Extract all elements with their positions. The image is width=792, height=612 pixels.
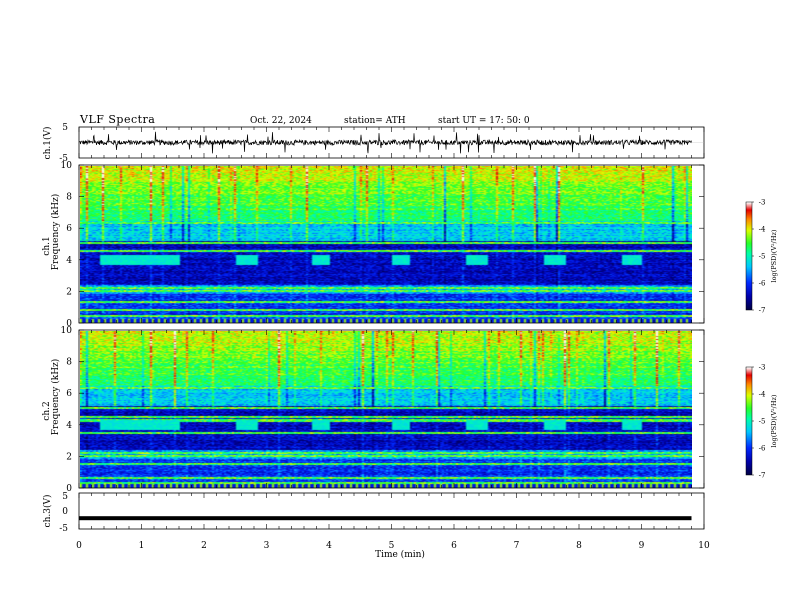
colorbar-tick-label: -4 [759, 226, 766, 234]
frequency-tick-label: 0 [66, 319, 72, 329]
ch3-ytick-top: 5 [62, 492, 68, 502]
ch2-colorbar-label: log(PSD)(V²/Hz) [770, 394, 778, 447]
colorbar-tick-label: -3 [759, 364, 766, 372]
ch1-colorbar-ticks: -3 -4 -5 -6 -7 [752, 199, 766, 315]
ch2-spectrogram-raster [80, 331, 692, 488]
x-tick-label: 6 [451, 541, 457, 551]
ch3-ytick-mid: 0 [62, 507, 68, 517]
frequency-tick-label: 8 [66, 358, 72, 368]
colorbar-tick-label: -5 [759, 418, 766, 426]
colorbar-tick-label: -3 [759, 199, 766, 207]
ch1-colorbar-label: log(PSD)(V²/Hz) [770, 229, 778, 282]
frequency-tick-label: 2 [66, 452, 72, 462]
x-tick-label: 4 [326, 541, 332, 551]
frequency-tick-label: 0 [66, 484, 72, 494]
colorbar-gradient [746, 367, 752, 475]
ch3-waveform-series [79, 516, 692, 521]
ch3-waveform-ylabel: ch.3(V) [42, 495, 53, 528]
frequency-tick-label: 2 [66, 287, 72, 297]
x-axis-ticks [78, 127, 705, 529]
ch1-spectrogram-ylabel: Frequency (kHz) [50, 194, 61, 271]
ch1-spectrogram-channel-label: ch.1 [42, 236, 52, 255]
frequency-tick-label: 10 [61, 326, 73, 336]
ch2-spectrogram-yticks: 0 2 4 6 8 10 [61, 326, 704, 494]
header-start-time: start UT = 17: 50: 0 [438, 116, 530, 126]
ch1-spectrogram-yticks: 0 2 4 6 8 10 [61, 161, 704, 329]
colorbar-gradient [746, 202, 752, 310]
frequency-tick-label: 6 [66, 389, 72, 399]
header-station: station= ATH [344, 116, 406, 126]
x-tick-label: 1 [139, 541, 145, 551]
ch1-spectrogram-raster [80, 166, 692, 323]
x-tick-label: 9 [639, 541, 645, 551]
ch2-spectrogram-image [80, 331, 692, 488]
colorbar-tick-label: -7 [759, 472, 766, 480]
frequency-tick-label: 4 [66, 421, 72, 431]
colorbar-tick-label: -7 [759, 307, 766, 315]
frequency-tick-label: 8 [66, 193, 72, 203]
frequency-tick-label: 4 [66, 256, 72, 266]
ch1-waveform-ylabel: ch.1(V) [42, 127, 53, 160]
frequency-tick-label: 10 [61, 161, 73, 171]
colorbar-tick-label: -6 [759, 280, 766, 288]
ch1-waveform-series [78, 131, 692, 154]
ch1-spectrogram-image [80, 166, 692, 323]
figure-title: VLF Spectra [79, 113, 155, 126]
ch2-spectrogram-ylabel: Frequency (kHz) [50, 359, 61, 436]
frequency-tick-label: 6 [66, 224, 72, 234]
x-axis-tick-labels: 0 1 2 3 4 5 6 7 8 9 10 [76, 541, 710, 551]
ch2-spectrogram-channel-label: ch.2 [42, 401, 52, 420]
x-tick-label: 2 [201, 541, 207, 551]
ch1-ytick-top: 5 [62, 123, 68, 133]
x-tick-label: 3 [264, 541, 270, 551]
colorbar-tick-label: -4 [759, 391, 766, 399]
ch2-colorbar-ticks: -3 -4 -5 -6 -7 [752, 364, 766, 480]
ch3-waveform-frame [78, 492, 705, 530]
x-tick-label: 7 [514, 541, 520, 551]
colorbar-tick-label: -5 [759, 253, 766, 261]
x-axis-label: Time (min) [375, 549, 425, 560]
ch1-ytick-bottom: -5 [59, 154, 68, 164]
x-tick-label: 0 [76, 541, 82, 551]
colorbar-tick-label: -6 [759, 445, 766, 453]
x-tick-label: 8 [576, 541, 582, 551]
ch3-ytick-bottom: -5 [59, 524, 68, 534]
header-date: Oct. 22, 2024 [250, 116, 312, 126]
x-tick-label: 5 [389, 541, 395, 551]
x-tick-label: 10 [698, 541, 710, 551]
